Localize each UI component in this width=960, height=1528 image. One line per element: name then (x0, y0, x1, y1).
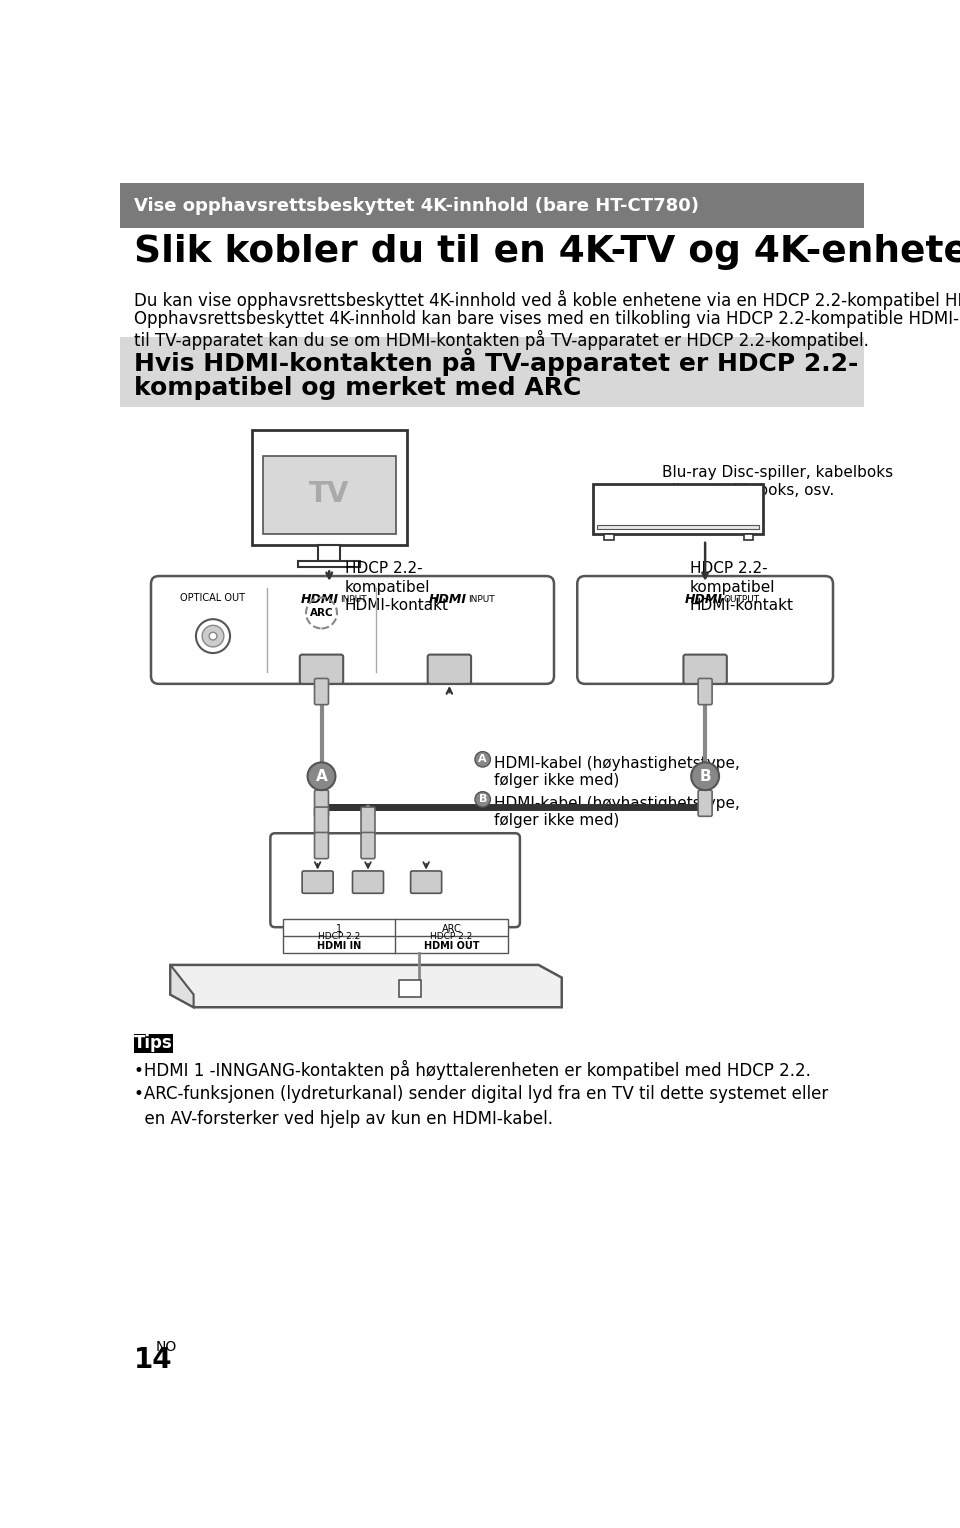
Text: følger ikke med): følger ikke med) (494, 813, 620, 828)
Text: HDMI OUT: HDMI OUT (423, 941, 479, 950)
Text: HDMI: HDMI (684, 593, 723, 607)
Bar (263, 455, 396, 535)
FancyBboxPatch shape (300, 654, 344, 685)
FancyBboxPatch shape (352, 871, 383, 894)
Bar (299, 561, 360, 567)
FancyBboxPatch shape (361, 807, 375, 833)
Circle shape (691, 762, 719, 790)
Text: Blu-ray Disc-spiller, kabelboks: Blu-ray Disc-spiller, kabelboks (662, 465, 894, 480)
Text: 1: 1 (336, 924, 342, 934)
Circle shape (475, 752, 491, 767)
Text: Opphavsrettsbeskyttet 4K-innhold kan bare vises med en tilkobling via HDCP 2.2-k: Opphavsrettsbeskyttet 4K-innhold kan bar… (134, 310, 960, 327)
Bar (120, 183, 864, 228)
Bar (283, 918, 508, 953)
FancyBboxPatch shape (271, 833, 520, 927)
Text: ARC: ARC (442, 924, 461, 934)
Text: HDCP 2.2: HDCP 2.2 (318, 932, 360, 941)
FancyBboxPatch shape (315, 807, 328, 833)
Text: ARC: ARC (310, 608, 333, 617)
Text: B: B (478, 795, 487, 804)
FancyBboxPatch shape (684, 654, 727, 685)
Text: •ARC-funksjonen (lydreturkanal) sender digital lyd fra en TV til dette systemet : •ARC-funksjonen (lydreturkanal) sender d… (134, 1085, 828, 1128)
Text: •HDMI 1 -INNGANG-kontakten på høyttalerenheten er kompatibel med HDCP 2.2.: •HDMI 1 -INNGANG-kontakten på høyttalere… (134, 1060, 811, 1080)
Text: HDCP 2.2-: HDCP 2.2- (689, 561, 767, 576)
Circle shape (203, 625, 224, 646)
Text: HDMI-kabel (høyhastighetstype,: HDMI-kabel (høyhastighetstype, (494, 756, 740, 772)
FancyBboxPatch shape (427, 654, 471, 685)
Text: kompatibel og merket med ARC: kompatibel og merket med ARC (134, 376, 582, 400)
Circle shape (307, 762, 335, 790)
Text: Vise opphavsrettsbeskyttet 4K-innhold (bare HT-CT780): Vise opphavsrettsbeskyttet 4K-innhold (b… (134, 197, 699, 215)
Text: Du kan vise opphavsrettsbeskyttet 4K-innhold ved å koble enhetene via en HDCP 2.: Du kan vise opphavsrettsbeskyttet 4K-inn… (134, 290, 960, 310)
FancyBboxPatch shape (315, 790, 328, 816)
Bar (399, 979, 420, 996)
Text: OPTICAL OUT: OPTICAL OUT (180, 593, 246, 604)
Bar (252, 429, 407, 545)
FancyBboxPatch shape (698, 790, 712, 816)
Text: TV: TV (309, 480, 349, 507)
Text: A: A (478, 755, 487, 764)
Text: HDMI IN: HDMI IN (317, 941, 361, 950)
Text: HDMI-kabel (høyhastighetstype,: HDMI-kabel (høyhastighetstype, (494, 796, 740, 811)
Text: 14: 14 (134, 1346, 173, 1374)
Text: Tips: Tips (134, 1034, 173, 1053)
Text: Hvis HDMI-kontakten på TV-apparatet er HDCP 2.2-: Hvis HDMI-kontakten på TV-apparatet er H… (134, 348, 858, 376)
Circle shape (196, 619, 230, 652)
FancyBboxPatch shape (315, 833, 328, 859)
Text: kompatibel: kompatibel (345, 579, 430, 594)
FancyBboxPatch shape (411, 871, 442, 894)
FancyBboxPatch shape (698, 678, 712, 704)
Text: HDCP 2.2-: HDCP 2.2- (345, 561, 422, 576)
Text: HDCP 2.2: HDCP 2.2 (430, 932, 472, 941)
Text: HDMI: HDMI (429, 593, 467, 607)
Circle shape (209, 633, 217, 640)
Text: Slik kobler du til en 4K-TV og 4K-enheter: Slik kobler du til en 4K-TV og 4K-enhete… (134, 234, 960, 270)
Bar (319, 545, 340, 561)
Text: HDMI: HDMI (300, 593, 339, 607)
Text: INPUT: INPUT (468, 594, 494, 604)
Bar (597, 526, 758, 529)
Text: B: B (699, 769, 711, 784)
FancyBboxPatch shape (361, 833, 375, 859)
Text: eller satellittboks, osv.: eller satellittboks, osv. (662, 483, 835, 498)
Text: følger ikke med): følger ikke med) (494, 773, 620, 788)
FancyBboxPatch shape (315, 678, 328, 704)
Bar (134, 1034, 173, 1053)
Bar (120, 338, 864, 406)
Text: kompatibel: kompatibel (689, 579, 775, 594)
FancyBboxPatch shape (577, 576, 833, 685)
Text: til TV-apparatet kan du se om HDMI-kontakten på TV-apparatet er HDCP 2.2-kompati: til TV-apparatet kan du se om HDMI-konta… (134, 330, 869, 350)
Text: HDMI-kontakt: HDMI-kontakt (689, 597, 794, 613)
Text: INPUT: INPUT (340, 594, 367, 604)
Polygon shape (170, 964, 562, 1007)
Text: HDMI-kontakt: HDMI-kontakt (345, 597, 448, 613)
Text: OUTPUT: OUTPUT (724, 594, 760, 604)
Text: A: A (316, 769, 327, 784)
Bar (744, 533, 754, 539)
Polygon shape (170, 964, 194, 1007)
FancyBboxPatch shape (151, 576, 554, 685)
FancyBboxPatch shape (302, 871, 333, 894)
Bar (592, 484, 763, 533)
Circle shape (475, 792, 491, 807)
Bar (605, 533, 613, 539)
Text: NO: NO (156, 1340, 177, 1354)
